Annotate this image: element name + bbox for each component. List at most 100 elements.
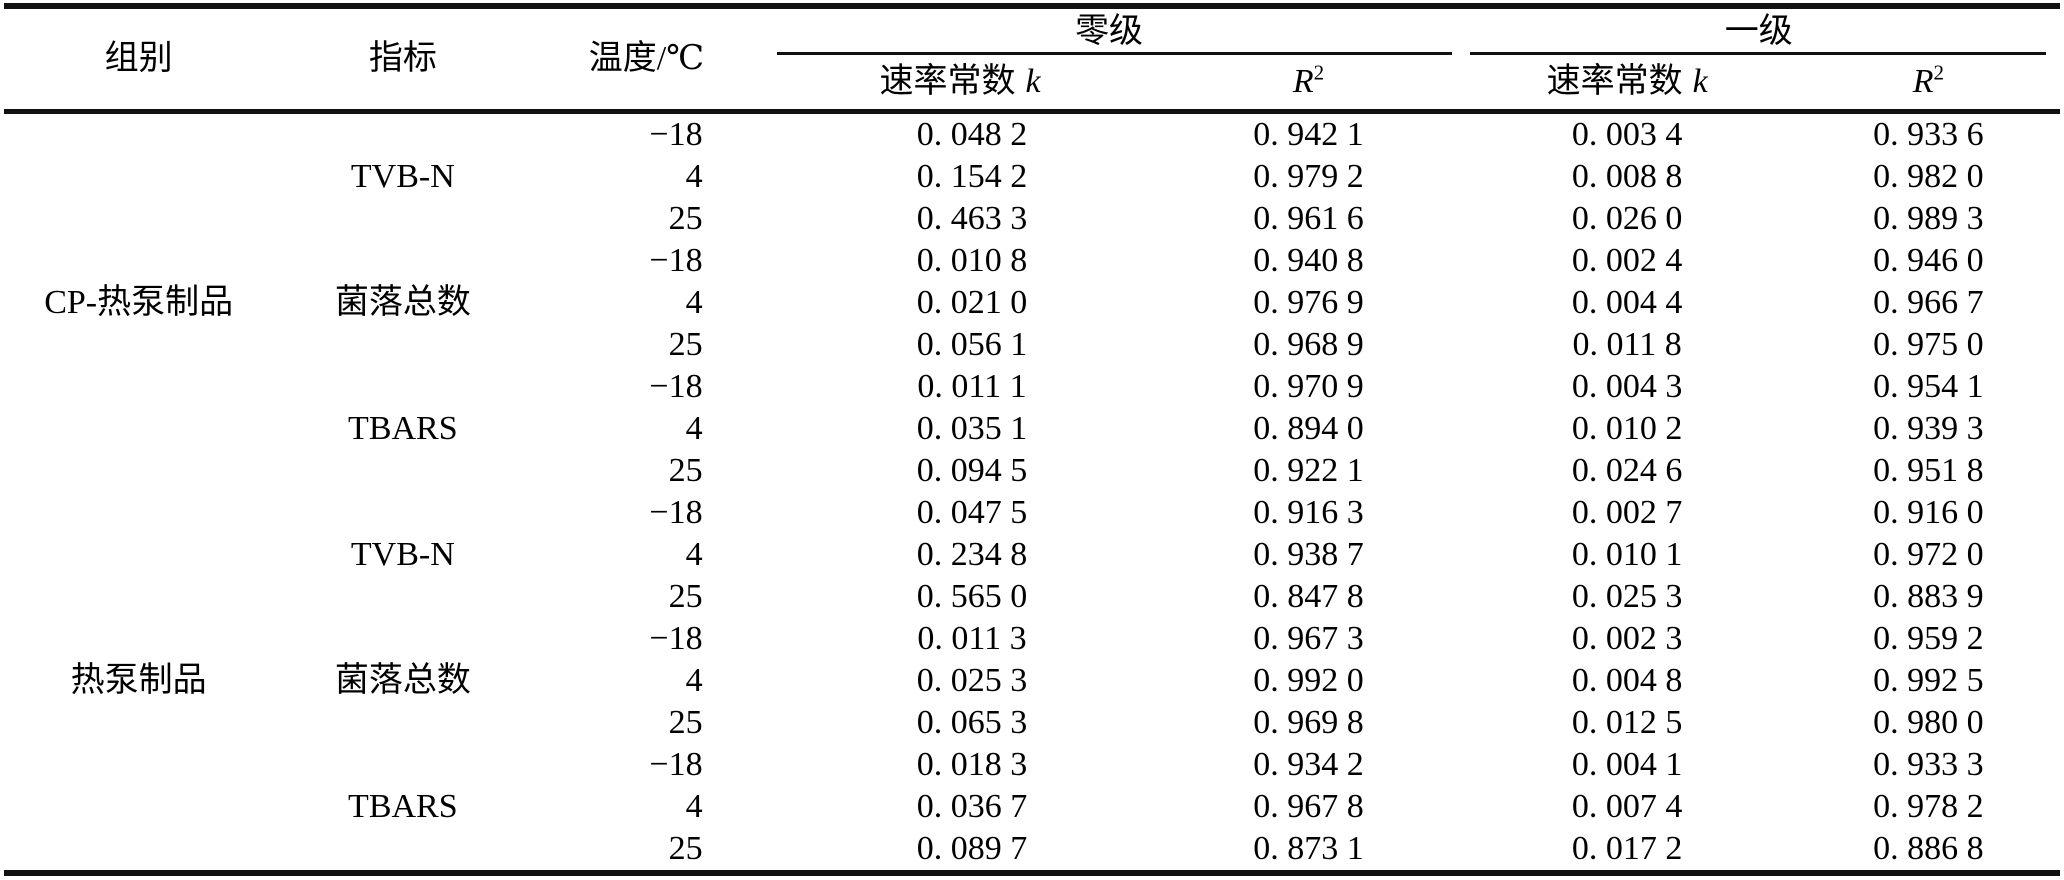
zero-order-r2-cell: 0. 922 1 xyxy=(1253,452,1364,489)
first-order-k-cell: 0. 011 8 xyxy=(1572,326,1682,363)
r-squared-base: R xyxy=(1292,63,1314,101)
first-order-r2-cell: 0. 916 0 xyxy=(1873,494,1984,531)
zero-order-label: 零级 xyxy=(1075,13,1144,51)
rate-constant-symbol: k xyxy=(1692,63,1708,101)
header-row-sub: 速率常数 k R2 速率常数 k R2 xyxy=(4,55,2060,112)
first-order-k-cell: 0. 002 7 xyxy=(1571,494,1683,531)
temperature-cell: −18 xyxy=(532,109,761,156)
first-order-r2-cell: 0. 951 8 xyxy=(1873,452,1984,489)
r-squared-exponent: 2 xyxy=(1933,60,1945,85)
header-row-top: 组别 指标 温度/℃ 零级 一级 xyxy=(4,6,2060,77)
first-order-r2-cell: 0. 980 0 xyxy=(1873,704,1984,741)
r-squared-base: R xyxy=(1912,63,1934,101)
table-row: 25 0. 089 7 0. 873 1 0. 017 2 0. 886 8 xyxy=(4,828,2060,873)
zero-order-r2-cell: 0. 970 9 xyxy=(1253,368,1364,405)
table-row: 25 0. 565 0 0. 847 8 0. 025 3 0. 883 9 xyxy=(4,576,2060,618)
zero-order-r2-cell: 0. 942 1 xyxy=(1159,109,1458,156)
first-order-k-cell: 0. 025 3 xyxy=(1571,578,1683,615)
first-order-k-cell: 0. 004 4 xyxy=(1571,284,1683,321)
col-header-temperature: 温度/℃ xyxy=(588,40,705,78)
first-order-k-cell: 0. 012 5 xyxy=(1571,704,1683,741)
first-order-r2-cell: 0. 959 2 xyxy=(1873,620,1984,657)
temperature-cell: 4 xyxy=(685,284,703,321)
zero-order-k-cell: 0. 047 5 xyxy=(916,494,1028,531)
first-order-r2-cell: 0. 966 7 xyxy=(1873,284,1984,321)
zero-order-r2-cell: 0. 894 0 xyxy=(1253,410,1364,447)
first-order-k-header: 速率常数 k xyxy=(1458,55,1797,112)
indicator-cell: 菌落总数 xyxy=(334,662,471,699)
kinetics-table: 组别 指标 温度/℃ 零级 一级 速率常数 k R2 速率常数 k xyxy=(4,3,2060,876)
zero-order-r2-cell: 0. 969 8 xyxy=(1253,704,1364,741)
zero-order-r2-cell: 0. 968 9 xyxy=(1253,326,1364,363)
first-order-r2-cell: 0. 883 9 xyxy=(1873,578,1984,615)
temperature-cell: 4 xyxy=(685,662,703,699)
zero-order-r2-cell: 0. 979 2 xyxy=(1253,158,1364,195)
first-order-k-cell: 0. 026 0 xyxy=(1571,200,1683,237)
temperature-cell: 4 xyxy=(685,158,703,195)
temperature-cell: 25 xyxy=(668,452,703,489)
zero-order-k-cell: 0. 048 2 xyxy=(760,109,1160,156)
first-order-r2-cell: 0. 946 0 xyxy=(1873,242,1984,279)
zero-order-r2-cell: 0. 976 9 xyxy=(1253,284,1364,321)
table-row: 25 0. 065 3 0. 969 8 0. 012 5 0. 980 0 xyxy=(4,702,2060,744)
table-row: 4 0. 154 2 0. 979 2 0. 008 8 0. 982 0 xyxy=(4,156,2060,198)
table-row: 4 0. 035 1 0. 894 0 0. 010 2 0. 939 3 xyxy=(4,408,2060,450)
first-order-label: 一级 xyxy=(1724,13,1793,51)
table-header: 组别 指标 温度/℃ 零级 一级 速率常数 k R2 速率常数 k xyxy=(4,6,2060,112)
first-order-r2-cell: 0. 989 3 xyxy=(1873,200,1984,237)
first-order-k-cell: 0. 002 3 xyxy=(1571,620,1683,657)
first-order-k-cell: 0. 003 4 xyxy=(1457,109,1797,156)
zero-order-r2-cell: 0. 967 8 xyxy=(1253,788,1364,825)
r-squared-exponent: 2 xyxy=(1313,60,1325,85)
first-order-r2-cell: 0. 978 2 xyxy=(1873,788,1984,825)
zero-order-header: 零级 xyxy=(761,6,1458,55)
table-row: 4 0. 025 3 0. 992 0 0. 004 8 0. 992 5 xyxy=(4,660,2060,702)
zero-order-r2-cell: 0. 967 3 xyxy=(1253,620,1364,657)
zero-order-k-cell: 0. 035 1 xyxy=(916,410,1028,447)
zero-order-k-cell: 0. 056 1 xyxy=(916,326,1028,363)
temperature-cell: 4 xyxy=(685,788,703,825)
zero-order-k-cell: 0. 234 8 xyxy=(916,536,1028,573)
temperature-cell: 25 xyxy=(668,578,703,615)
temperature-cell: 4 xyxy=(685,410,703,447)
zero-order-k-cell: 0. 089 7 xyxy=(916,830,1028,867)
zero-order-r2-cell: 0. 934 2 xyxy=(1253,746,1364,783)
first-order-r2-cell: 0. 939 3 xyxy=(1873,410,1984,447)
first-order-k-cell: 0. 004 8 xyxy=(1571,662,1683,699)
first-order-k-cell: 0. 010 1 xyxy=(1571,536,1683,573)
zero-order-k-header: 速率常数 k xyxy=(761,55,1160,112)
temperature-cell: 25 xyxy=(668,326,703,363)
table-row: 4 0. 234 8 0. 938 7 0. 010 1 0. 972 0 xyxy=(4,534,2060,576)
first-order-r2-cell: 0. 975 0 xyxy=(1873,326,1984,363)
table-body: CP-热泵制品 TVB-N −18 0. 048 2 0. 942 1 0. 0… xyxy=(4,109,2060,874)
indicator-cell: TBARS xyxy=(348,410,458,447)
table-row: 菌落总数 −18 0. 010 8 0. 940 8 0. 002 4 0. 9… xyxy=(4,240,2060,321)
first-order-k-cell: 0. 004 3 xyxy=(1571,368,1683,405)
table-row: 25 0. 463 3 0. 961 6 0. 026 0 0. 989 3 xyxy=(4,198,2060,240)
zero-order-k-cell: 0. 463 3 xyxy=(916,200,1028,237)
zero-order-k-cell: 0. 011 1 xyxy=(917,368,1027,405)
first-order-r2-cell: 0. 972 0 xyxy=(1873,536,1984,573)
zero-order-r2-cell: 0. 873 1 xyxy=(1253,830,1364,867)
temperature-cell: −18 xyxy=(649,368,703,405)
zero-order-k-cell: 0. 154 2 xyxy=(916,158,1028,195)
first-order-k-cell: 0. 004 1 xyxy=(1571,746,1683,783)
temperature-cell: −18 xyxy=(649,746,703,783)
zero-order-r2-cell: 0. 916 3 xyxy=(1253,494,1364,531)
table-row: 4 0. 036 7 0. 967 8 0. 007 4 0. 978 2 xyxy=(4,786,2060,828)
table-row: 25 0. 094 5 0. 922 1 0. 024 6 0. 951 8 xyxy=(4,450,2060,492)
temperature-cell: 25 xyxy=(668,704,703,741)
first-order-k-cell: 0. 024 6 xyxy=(1571,452,1683,489)
rate-constant-label: 速率常数 xyxy=(1546,63,1683,101)
table-row: 菌落总数 −18 0. 011 3 0. 967 3 0. 002 3 0. 9… xyxy=(4,618,2060,699)
first-order-k-cell: 0. 010 2 xyxy=(1571,410,1683,447)
zero-order-k-cell: 0. 018 3 xyxy=(916,746,1028,783)
zero-order-k-cell: 0. 094 5 xyxy=(916,452,1028,489)
indicator-cell: TVB-N xyxy=(273,109,533,240)
zero-order-r2-cell: 0. 847 8 xyxy=(1253,578,1364,615)
indicator-cell: TBARS xyxy=(348,788,458,825)
zero-order-r2-header: R2 xyxy=(1159,55,1457,112)
indicator-cell: TVB-N xyxy=(350,536,455,573)
temperature-cell: 4 xyxy=(685,536,703,573)
